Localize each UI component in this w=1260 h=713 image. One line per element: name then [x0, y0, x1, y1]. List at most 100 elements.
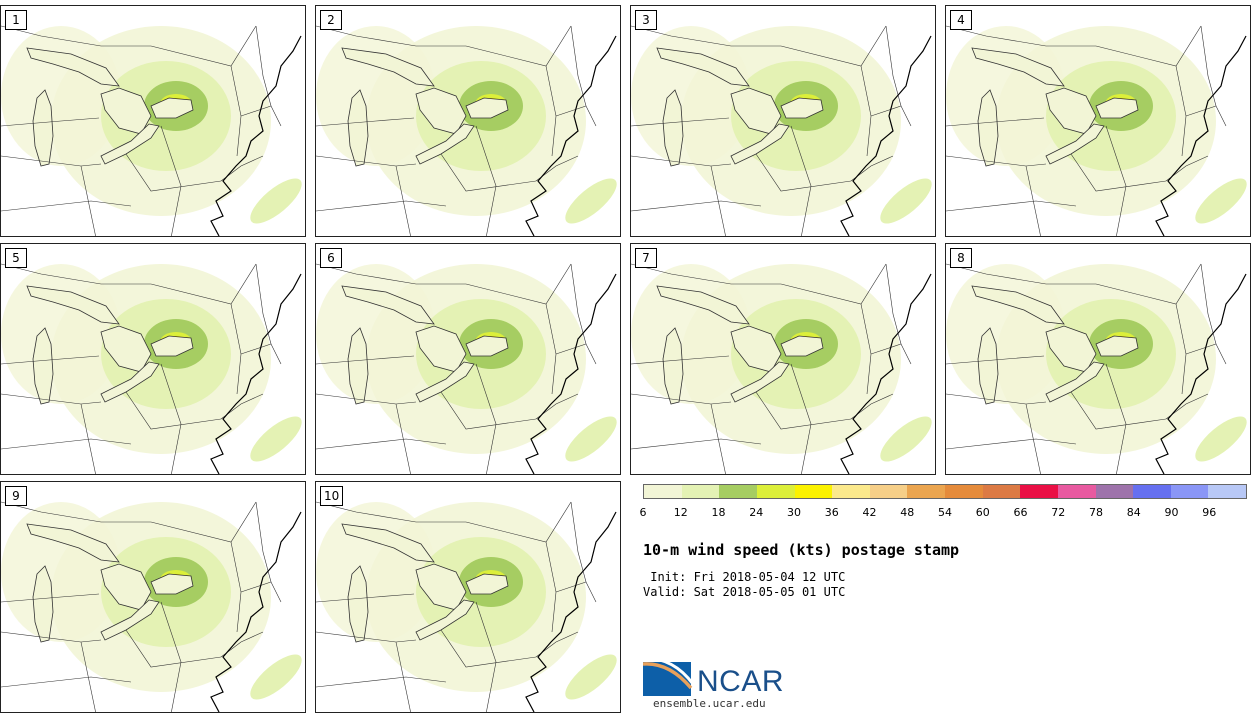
- great-lake-outline: [977, 89, 999, 167]
- great-lake-outline: [415, 87, 467, 135]
- member-label-1: 1: [5, 10, 27, 30]
- wind-field-6kt: [316, 26, 436, 166]
- great-lake-outline: [100, 599, 160, 641]
- state-border: [1, 200, 132, 212]
- member-map-4: [946, 25, 1247, 236]
- state-border: [160, 125, 182, 236]
- colorbar-segment: [982, 485, 1021, 498]
- member-label-6: 6: [320, 248, 342, 268]
- init-time: Init: Fri 2018-05-04 12 UTC: [643, 570, 846, 584]
- great-lake-outline: [465, 97, 509, 119]
- great-lake-outline: [662, 89, 684, 167]
- great-lake-outline: [150, 573, 194, 595]
- member-map-3: [631, 25, 932, 236]
- state-border: [316, 501, 466, 523]
- colorbar-segment: [1170, 485, 1209, 498]
- site-url: ensemble.ucar.edu: [653, 697, 766, 710]
- great-lake-outline: [347, 327, 369, 405]
- member-map-2: [316, 25, 617, 236]
- great-lake-outline: [730, 123, 790, 165]
- wind-field-offshore: [565, 178, 617, 224]
- great-lake-outline: [100, 361, 160, 403]
- state-border: [1200, 263, 1217, 345]
- wind-field-6kt: [946, 26, 1066, 166]
- great-lake-outline: [656, 285, 750, 325]
- state-border: [125, 391, 222, 430]
- state-border: [946, 25, 1096, 47]
- state-border: [316, 593, 415, 603]
- state-border: [710, 403, 726, 474]
- state-border: [710, 165, 726, 236]
- state-border: [80, 403, 96, 474]
- state-border: [1, 593, 100, 603]
- coastline: [210, 273, 302, 474]
- member-panel-5: 5: [0, 243, 306, 475]
- colorbar-tick-label: 48: [900, 506, 915, 519]
- colorbar-tick-label: 72: [1051, 506, 1066, 519]
- state-border: [1, 676, 132, 688]
- state-border: [440, 629, 537, 668]
- coastline: [210, 511, 302, 712]
- great-lake-outline: [1095, 97, 1139, 119]
- member-label-9: 9: [5, 486, 27, 506]
- state-border: [946, 263, 1096, 285]
- wind-field-6kt: [946, 264, 1066, 404]
- colorbar-segment: [907, 485, 945, 498]
- state-border: [885, 25, 902, 107]
- wind-field-offshore: [880, 178, 932, 224]
- wind-field-6kt: [1, 502, 121, 642]
- state-border: [755, 391, 852, 430]
- colorbar-segment: [1095, 485, 1134, 498]
- great-lake-outline: [415, 599, 475, 641]
- colorbar-segment: [756, 485, 795, 498]
- state-border: [946, 200, 1077, 212]
- member-map-1: [1, 25, 302, 236]
- great-lake-outline: [100, 87, 152, 135]
- colorbar-tick-label: 90: [1164, 506, 1179, 519]
- state-border: [790, 363, 812, 474]
- colorbar-tick-label: 42: [862, 506, 877, 519]
- great-lake-outline: [415, 361, 475, 403]
- state-border: [255, 263, 272, 345]
- great-lake-outline: [1045, 87, 1097, 135]
- state-border: [1, 501, 151, 523]
- valid-time: Valid: Sat 2018-05-05 01 UTC: [643, 585, 846, 599]
- wind-field-6kt: [1, 264, 121, 404]
- state-border: [475, 363, 497, 474]
- wind-field-6kt: [631, 26, 751, 166]
- wind-field-6kt: [631, 264, 751, 404]
- state-border: [125, 629, 222, 668]
- member-label-8: 8: [950, 248, 972, 268]
- state-border: [1105, 125, 1127, 236]
- great-lake-outline: [730, 87, 782, 135]
- state-border: [395, 641, 411, 712]
- state-border: [1070, 153, 1167, 192]
- great-lake-outline: [977, 327, 999, 405]
- member-map-9: [1, 501, 302, 712]
- colorbar-segment: [832, 485, 870, 498]
- state-border: [885, 263, 902, 345]
- state-border: [465, 263, 572, 305]
- state-border: [255, 501, 272, 583]
- state-border: [395, 403, 411, 474]
- colorbar-tick-label: 54: [938, 506, 952, 519]
- great-lake-outline: [100, 563, 152, 611]
- state-border: [316, 263, 466, 285]
- member-map-10: [316, 501, 617, 712]
- great-lake-outline: [971, 285, 1065, 325]
- member-label-4: 4: [950, 10, 972, 30]
- state-border: [316, 25, 466, 47]
- state-border: [316, 438, 447, 450]
- state-border: [160, 601, 182, 712]
- great-lake-outline: [415, 325, 467, 373]
- state-border: [1105, 363, 1127, 474]
- member-panel-6: 6: [315, 243, 621, 475]
- member-panel-7: 7: [630, 243, 936, 475]
- wind-field-6kt: [316, 502, 436, 642]
- member-map-7: [631, 263, 932, 474]
- state-border: [1, 117, 100, 127]
- state-border: [1, 25, 151, 47]
- ncar-logo: [643, 656, 695, 696]
- state-border: [255, 25, 272, 107]
- wind-field-offshore: [250, 416, 302, 462]
